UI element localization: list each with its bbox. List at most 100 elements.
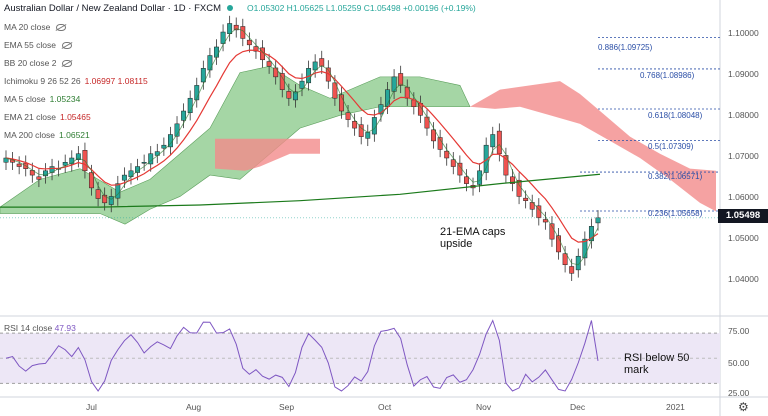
candle bbox=[292, 91, 298, 101]
fib-label-0886: 0.886(1.09725) bbox=[598, 43, 653, 52]
ichimoku-cloud-bearish bbox=[215, 138, 320, 171]
rsi-label: RSI 14 close bbox=[4, 323, 53, 333]
price-tick: 1.10000 bbox=[728, 28, 759, 38]
indicator-label: Ichimoku 9 26 52 26 bbox=[4, 76, 81, 86]
candle bbox=[510, 176, 515, 184]
rsi-tick: 50.00 bbox=[728, 358, 750, 368]
ma5-line bbox=[5, 28, 599, 266]
candle bbox=[266, 61, 272, 67]
indicator-ema55[interactable]: EMA 55 close bbox=[4, 40, 72, 50]
rsi-tick: 75.00 bbox=[728, 326, 750, 336]
candle bbox=[575, 255, 581, 271]
candle bbox=[141, 162, 147, 164]
candle bbox=[253, 46, 259, 52]
candle bbox=[89, 172, 94, 189]
rsi-legend[interactable]: RSI 14 close 47.93 bbox=[4, 323, 76, 333]
candle bbox=[490, 134, 496, 148]
candle bbox=[385, 89, 390, 107]
candle bbox=[444, 150, 450, 159]
candle bbox=[200, 68, 206, 83]
indicator-bb20[interactable]: BB 20 close 2 bbox=[4, 58, 73, 68]
price-tick: 1.06000 bbox=[728, 192, 759, 202]
candle bbox=[36, 176, 42, 180]
indicator-ma200[interactable]: MA 200 close 1.06521 bbox=[4, 130, 90, 140]
hidden-eye-icon[interactable] bbox=[61, 42, 72, 49]
symbol-name: Australian Dollar / New Zealand Dollar ·… bbox=[4, 3, 221, 14]
settings-gear-icon[interactable]: ⚙ bbox=[738, 400, 749, 414]
candle bbox=[161, 144, 167, 149]
annotation-line: upside bbox=[440, 238, 473, 250]
candle bbox=[43, 170, 48, 177]
fib-label-05: 0.5(1.07309) bbox=[648, 142, 694, 151]
indicator-label: MA 5 close bbox=[4, 94, 46, 104]
price-pane bbox=[0, 0, 720, 316]
current-price-badge: 1.05498 bbox=[718, 209, 768, 223]
time-tick: Jul bbox=[86, 402, 97, 412]
candle bbox=[233, 24, 239, 31]
indicator-value: 1.05234 bbox=[49, 94, 81, 104]
candle bbox=[214, 46, 219, 58]
indicator-label: EMA 55 close bbox=[4, 40, 56, 50]
indicator-ma5[interactable]: MA 5 close 1.05234 bbox=[4, 94, 80, 104]
price-tick: 1.09000 bbox=[728, 69, 759, 79]
candle bbox=[62, 162, 68, 166]
price-tick: 1.08000 bbox=[728, 110, 759, 120]
symbol-title: Australian Dollar / New Zealand Dollar ·… bbox=[4, 3, 476, 14]
hidden-eye-icon[interactable] bbox=[56, 24, 67, 31]
indicator-ichimoku[interactable]: Ichimoku 9 26 52 26 1.06997 1.08115 bbox=[4, 76, 148, 86]
candle bbox=[108, 196, 114, 205]
candle bbox=[227, 23, 233, 34]
candle bbox=[181, 110, 187, 121]
candle bbox=[16, 163, 22, 167]
market-status-icon bbox=[226, 5, 233, 11]
indicator-ema21[interactable]: EMA 21 close 1.05465 bbox=[4, 112, 91, 122]
time-tick: Dec bbox=[570, 402, 586, 412]
candle bbox=[352, 121, 358, 129]
candle bbox=[523, 197, 529, 201]
candle bbox=[398, 73, 404, 86]
indicator-value: 1.05465 bbox=[59, 112, 91, 122]
candle bbox=[220, 31, 226, 44]
ema21-line bbox=[5, 49, 599, 243]
candle bbox=[358, 124, 364, 137]
ma200-line bbox=[0, 173, 601, 208]
candle bbox=[345, 112, 351, 120]
annotation-line: RSI below 50 bbox=[624, 352, 690, 364]
candle bbox=[569, 266, 575, 274]
indicator-label: MA 20 close bbox=[4, 22, 51, 32]
candle bbox=[431, 129, 437, 142]
time-tick: 2021 bbox=[666, 402, 685, 412]
rsi-tick: 25.00 bbox=[728, 388, 750, 398]
time-tick: Aug bbox=[186, 402, 202, 412]
time-tick: Sep bbox=[279, 402, 295, 412]
indicator-value: 1.06521 bbox=[59, 130, 90, 140]
candle bbox=[595, 217, 601, 224]
price-tick: 1.07000 bbox=[728, 151, 759, 161]
ema-annotation: 21-EMA caps upside bbox=[440, 226, 505, 250]
candle bbox=[286, 91, 292, 99]
candle bbox=[477, 170, 483, 185]
fib-label-0382: 0.382(1.06571) bbox=[648, 172, 703, 181]
price-tick: 1.05000 bbox=[728, 233, 759, 243]
ichimoku-cloud-bearish-future bbox=[470, 81, 716, 212]
fib-label-0236: 0.236(1.05658) bbox=[648, 209, 703, 218]
candle bbox=[378, 104, 384, 115]
candle bbox=[391, 76, 397, 92]
indicator-label: MA 200 close bbox=[4, 130, 56, 140]
candle bbox=[496, 130, 502, 154]
annotation-line: 21-EMA caps bbox=[440, 226, 506, 238]
fib-label-0618: 0.618(1.08048) bbox=[648, 111, 703, 120]
fib-label-0768: 0.768(1.08986) bbox=[640, 71, 695, 80]
candle bbox=[246, 39, 252, 46]
candle bbox=[95, 189, 101, 199]
hidden-eye-icon[interactable] bbox=[62, 60, 73, 67]
candle bbox=[450, 159, 456, 167]
price-tick: 1.04000 bbox=[728, 274, 759, 284]
candle bbox=[549, 223, 555, 240]
indicator-ma20[interactable]: MA 20 close bbox=[4, 22, 67, 32]
candle bbox=[542, 219, 548, 223]
rsi-line bbox=[5, 319, 599, 392]
rsi-value: 47.93 bbox=[54, 323, 76, 333]
